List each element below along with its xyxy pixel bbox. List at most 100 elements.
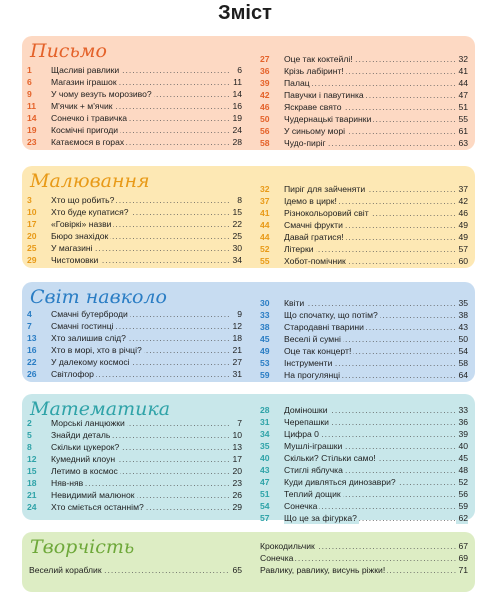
toc-entry[interactable]: 17 «Говіркі» назви 22 [27,218,242,230]
entry-page: 54 [456,345,468,357]
toc-entry[interactable]: 56 У синьому морі 61 [260,125,468,137]
toc-entry[interactable]: 32 Пиріг для зайченяти 37 [260,183,468,195]
toc-entry[interactable]: 6 Магазин іграшок 11 [27,76,242,88]
toc-entry[interactable]: 28 Доміношки 33 [260,404,468,416]
toc-entry[interactable]: 29 Чистомовки 34 [27,254,242,266]
toc-entry[interactable]: 23 Катаємося в горах 28 [27,136,242,148]
entry-number: 13 [27,333,37,343]
toc-entry[interactable]: 11 М'ячик + м'ячик 16 [27,100,242,112]
entry-page: 49 [456,231,468,243]
toc-entry[interactable]: 20 Бюро знахідок 25 [27,230,242,242]
toc-entry[interactable]: 53 Інструменти 58 [260,357,468,369]
toc-entry[interactable]: 25 У магазині 30 [27,242,242,254]
toc-entry[interactable]: 55 Хобот-помічник 60 [260,255,468,267]
toc-entry[interactable]: 22 У далекому космосі 27 [27,356,242,368]
entry-number: 49 [260,346,270,356]
section-title: Математика [30,398,171,420]
entry-number: 4 [27,309,32,319]
toc-entry[interactable]: 36 Крізь лабіринт! 41 [260,65,468,77]
toc-entry[interactable]: 58 Чудо-пиріг 63 [260,137,468,149]
toc-entry[interactable]: 44 Давай гратися! 49 [260,231,468,243]
entry-title: У синьому морі [284,125,348,137]
toc-entry[interactable]: 26 Світлофор 31 [27,368,242,380]
toc-entry[interactable]: 45 Веселі й сумні 50 [260,333,468,345]
toc-entry[interactable]: Сонечка 69 [260,552,468,564]
toc-entry[interactable]: 46 Яскраве свято 51 [260,101,468,113]
toc-entry[interactable]: 34 Цифра 0 39 [260,428,468,440]
toc-entry[interactable]: 37 Ідемо в цирк! 42 [260,195,468,207]
toc-entry[interactable]: 21 Невидимий малюнок 26 [27,489,242,501]
toc-entry[interactable]: 8 Скільки цукерок? 13 [27,441,242,453]
entry-title: Яскраве свято [284,101,344,113]
toc-entry[interactable]: 15 Летимо в космос 20 [27,465,242,477]
entry-number: 53 [260,358,270,368]
toc-entry[interactable]: 19 Космічні пригоди 24 [27,124,242,136]
toc-entry[interactable]: 51 Теплий дощик 56 [260,488,468,500]
entry-page: 67 [456,540,468,552]
toc-entry[interactable]: 24 Хто сміється останнім? 29 [27,501,242,513]
toc-entry[interactable]: 50 Чудернацькі тваринки 55 [260,113,468,125]
toc-entry[interactable]: Крокодильчик 67 [260,540,468,552]
entry-title: Скільки цукерок? [51,441,122,453]
entry-page: 13 [230,441,242,453]
toc-entry[interactable]: 3 Хто що робить? 8 [27,194,242,206]
toc-entry[interactable]: 13 Хто залишив слід? 18 [27,332,242,344]
entry-title: Стародавні тварини [284,321,366,333]
toc-entry[interactable]: 35 Мушлі-іграшки 40 [260,440,468,452]
toc-entry[interactable]: 47 Куди дивляться динозаври? 52 [260,476,468,488]
toc-entry[interactable]: 2 Морські ланцюжки 7 [27,417,242,429]
entry-page: 20 [230,465,242,477]
toc-entry[interactable]: 44 Смачні фрукти 49 [260,219,468,231]
toc-entry[interactable]: 39 Палац 44 [260,77,468,89]
entry-title: Скільки? Стільки само! [284,452,378,464]
toc-entry[interactable]: 31 Черепашки 36 [260,416,468,428]
entry-number: 12 [27,454,37,464]
toc-entry[interactable]: 4 Смачні бутерброди 9 [27,308,242,320]
section-title: Письмо [30,40,107,62]
toc-entry[interactable]: 49 Оце так концерт! 54 [260,345,468,357]
entry-page: 64 [456,369,468,381]
entry-page: 57 [456,243,468,255]
toc-entry[interactable]: 59 На прогулянці 64 [260,369,468,381]
toc-entry[interactable]: Равлику, равлику, висунь ріжки! 71 [260,564,468,576]
entry-page: 17 [230,453,242,465]
section-maliuvannia: Малювання 3 Хто що робить? 8 10 Хто буде купа… [22,166,475,268]
entry-title: Чудо-пиріг [284,137,328,149]
toc-entry[interactable]: 14 Сонечко і травичка 19 [27,112,242,124]
toc-entry[interactable]: 54 Сонечка 59 [260,500,468,512]
toc-entry[interactable]: 12 Кумедний клоун 17 [27,453,242,465]
entry-page: 11 [231,76,242,88]
toc-entry[interactable]: 40 Скільки? Стільки само! 45 [260,452,468,464]
entry-title: Теплий дощик [284,488,343,500]
entry-page: 38 [456,309,468,321]
entry-number: 7 [27,321,32,331]
toc-entry[interactable]: 18 Няв-няв 23 [27,477,242,489]
entry-title: Літерки [284,243,316,255]
toc-entry[interactable]: 38 Стародавні тварини 43 [260,321,468,333]
toc-entry[interactable]: 57 Що це за фігурка? 62 [260,512,468,524]
toc-entry[interactable]: 43 Стиглі яблучка 48 [260,464,468,476]
entry-title: Цифра 0 [284,428,321,440]
entry-title: Мушлі-іграшки [284,440,345,452]
toc-entry[interactable]: 7 Смачні гостинці 12 [27,320,242,332]
entry-page: 60 [456,255,468,267]
toc-entry[interactable]: 9 У чому везуть морозиво? 14 [27,88,242,100]
toc-entry[interactable]: 10 Хто буде купатися? 15 [27,206,242,218]
toc-entry[interactable]: 5 Знайди деталь 10 [27,429,242,441]
toc-entry[interactable]: 42 Павучки і павутинка 47 [260,89,468,101]
entry-number: 18 [27,478,37,488]
toc-entry[interactable]: 52 Літерки 57 [260,243,468,255]
toc-entry[interactable]: 33 Що спочатку, що потім? 38 [260,309,468,321]
entry-page: 26 [230,489,242,501]
entry-title: Хто сміється останнім? [51,501,146,513]
section-tvorchist: Творчість Веселий кораблик 65 Крокодильчик 6… [22,532,475,592]
section-title: Світ навколо [30,286,167,308]
entry-page: 39 [456,428,468,440]
toc-entry[interactable]: 41 Різнокольоровий світ 46 [260,207,468,219]
toc-entry[interactable]: 27 Оце так коктейлі! 32 [260,53,468,65]
toc-entry[interactable]: 16 Хто в морі, хто в річці? 21 [27,344,242,356]
toc-entry[interactable]: Веселий кораблик 65 [29,564,242,576]
toc-entry[interactable]: 30 Квіти 35 [260,297,468,309]
toc-entry[interactable]: 1 Щасливі равлики 6 [27,64,242,76]
